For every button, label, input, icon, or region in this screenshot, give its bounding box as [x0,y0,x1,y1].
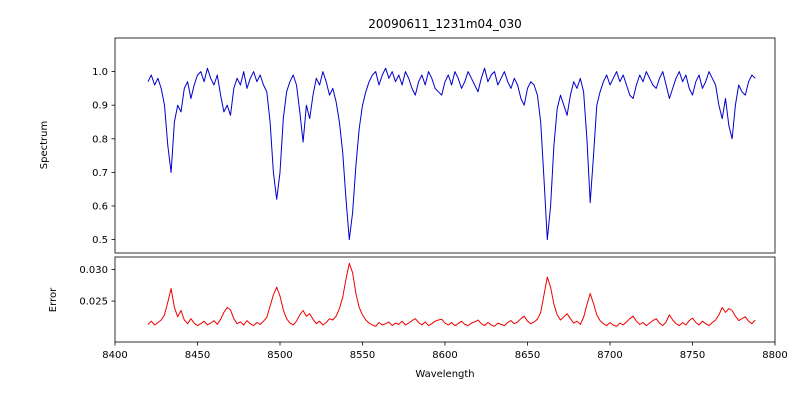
x-tick-label: 8450 [185,350,210,361]
x-tick-label: 8800 [762,350,787,361]
error-y-axis-label: Error [48,287,59,312]
spectrum-y-tick-label: 0.5 [92,235,108,246]
x-axis-label: Wavelength [415,369,474,380]
spectrum-panel-spine [114,37,776,254]
spectrum-y-tick-label: 0.6 [92,201,108,212]
x-tick-label: 8400 [102,350,127,361]
spectrum-line [147,67,756,241]
spectrum-y-axis-label: Spectrum [39,121,50,169]
x-tick-label: 8600 [432,350,457,361]
error-panel-spine [114,256,776,343]
chart-title: 20090611_1231m04_030 [368,17,521,31]
x-tick-label: 8500 [267,350,292,361]
spectrum-y-tick-label: 0.8 [92,134,108,145]
x-tick-label: 8550 [350,350,375,361]
x-tick-label: 8650 [515,350,540,361]
spectrum-y-tick-label: 0.9 [92,101,108,112]
spectrum-y-tick-label: 1.0 [92,67,108,78]
x-tick-label: 8750 [680,350,705,361]
spectrum-y-tick-label: 0.7 [92,168,108,179]
plot-area: 0.5 0.6 0.7 0.8 0.9 1.0 0.025 0.030 8400 8450 8500… [79,37,788,361]
error-y-tick-label: 0.030 [79,265,108,276]
error-y-tick-label: 0.025 [79,297,108,308]
error-line [147,262,756,327]
x-tick-label: 8700 [597,350,622,361]
